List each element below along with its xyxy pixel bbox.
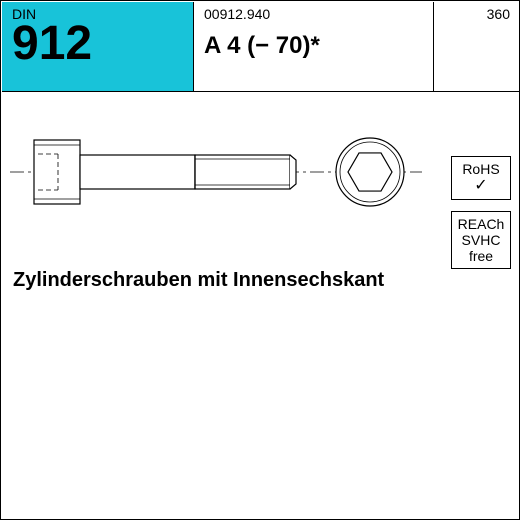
- rohs-label: RoHS: [456, 161, 506, 177]
- reach-line1: REACh: [456, 216, 506, 232]
- screw-diagram-svg: [2, 92, 520, 269]
- article-code: 00912.940: [204, 6, 423, 22]
- product-caption: Zylinderschrauben mit Innensechskant: [13, 269, 509, 292]
- screw-side-view: [34, 140, 296, 204]
- pack-qty: 360: [434, 6, 510, 22]
- screw-thread: [195, 155, 290, 189]
- header-right-cell: 360: [434, 2, 520, 91]
- material-spec: A 4 (− 70)*: [204, 32, 423, 60]
- caption-row: Zylinderschrauben mit Innensechskant: [1, 269, 520, 292]
- screw-tip-chamfer: [290, 155, 296, 189]
- screw-head: [34, 140, 80, 204]
- header-left-cell: DIN 912: [2, 2, 194, 91]
- product-sheet: DIN 912 00912.940 A 4 (− 70)* 360: [0, 0, 520, 520]
- screw-shank: [80, 155, 195, 189]
- technical-drawing: [2, 92, 520, 269]
- reach-line2: SVHC: [456, 232, 506, 248]
- header-middle-cell: 00912.940 A 4 (− 70)*: [194, 2, 434, 91]
- reach-badge: REACh SVHC free: [451, 211, 511, 269]
- rohs-badge: RoHS ✓: [451, 156, 511, 200]
- front-outer-circle: [336, 138, 404, 206]
- din-number: 912: [12, 20, 183, 68]
- header: DIN 912 00912.940 A 4 (− 70)* 360: [2, 2, 520, 92]
- reach-line3: free: [456, 248, 506, 264]
- screw-front-view: [336, 138, 404, 206]
- check-icon: ✓: [456, 177, 506, 195]
